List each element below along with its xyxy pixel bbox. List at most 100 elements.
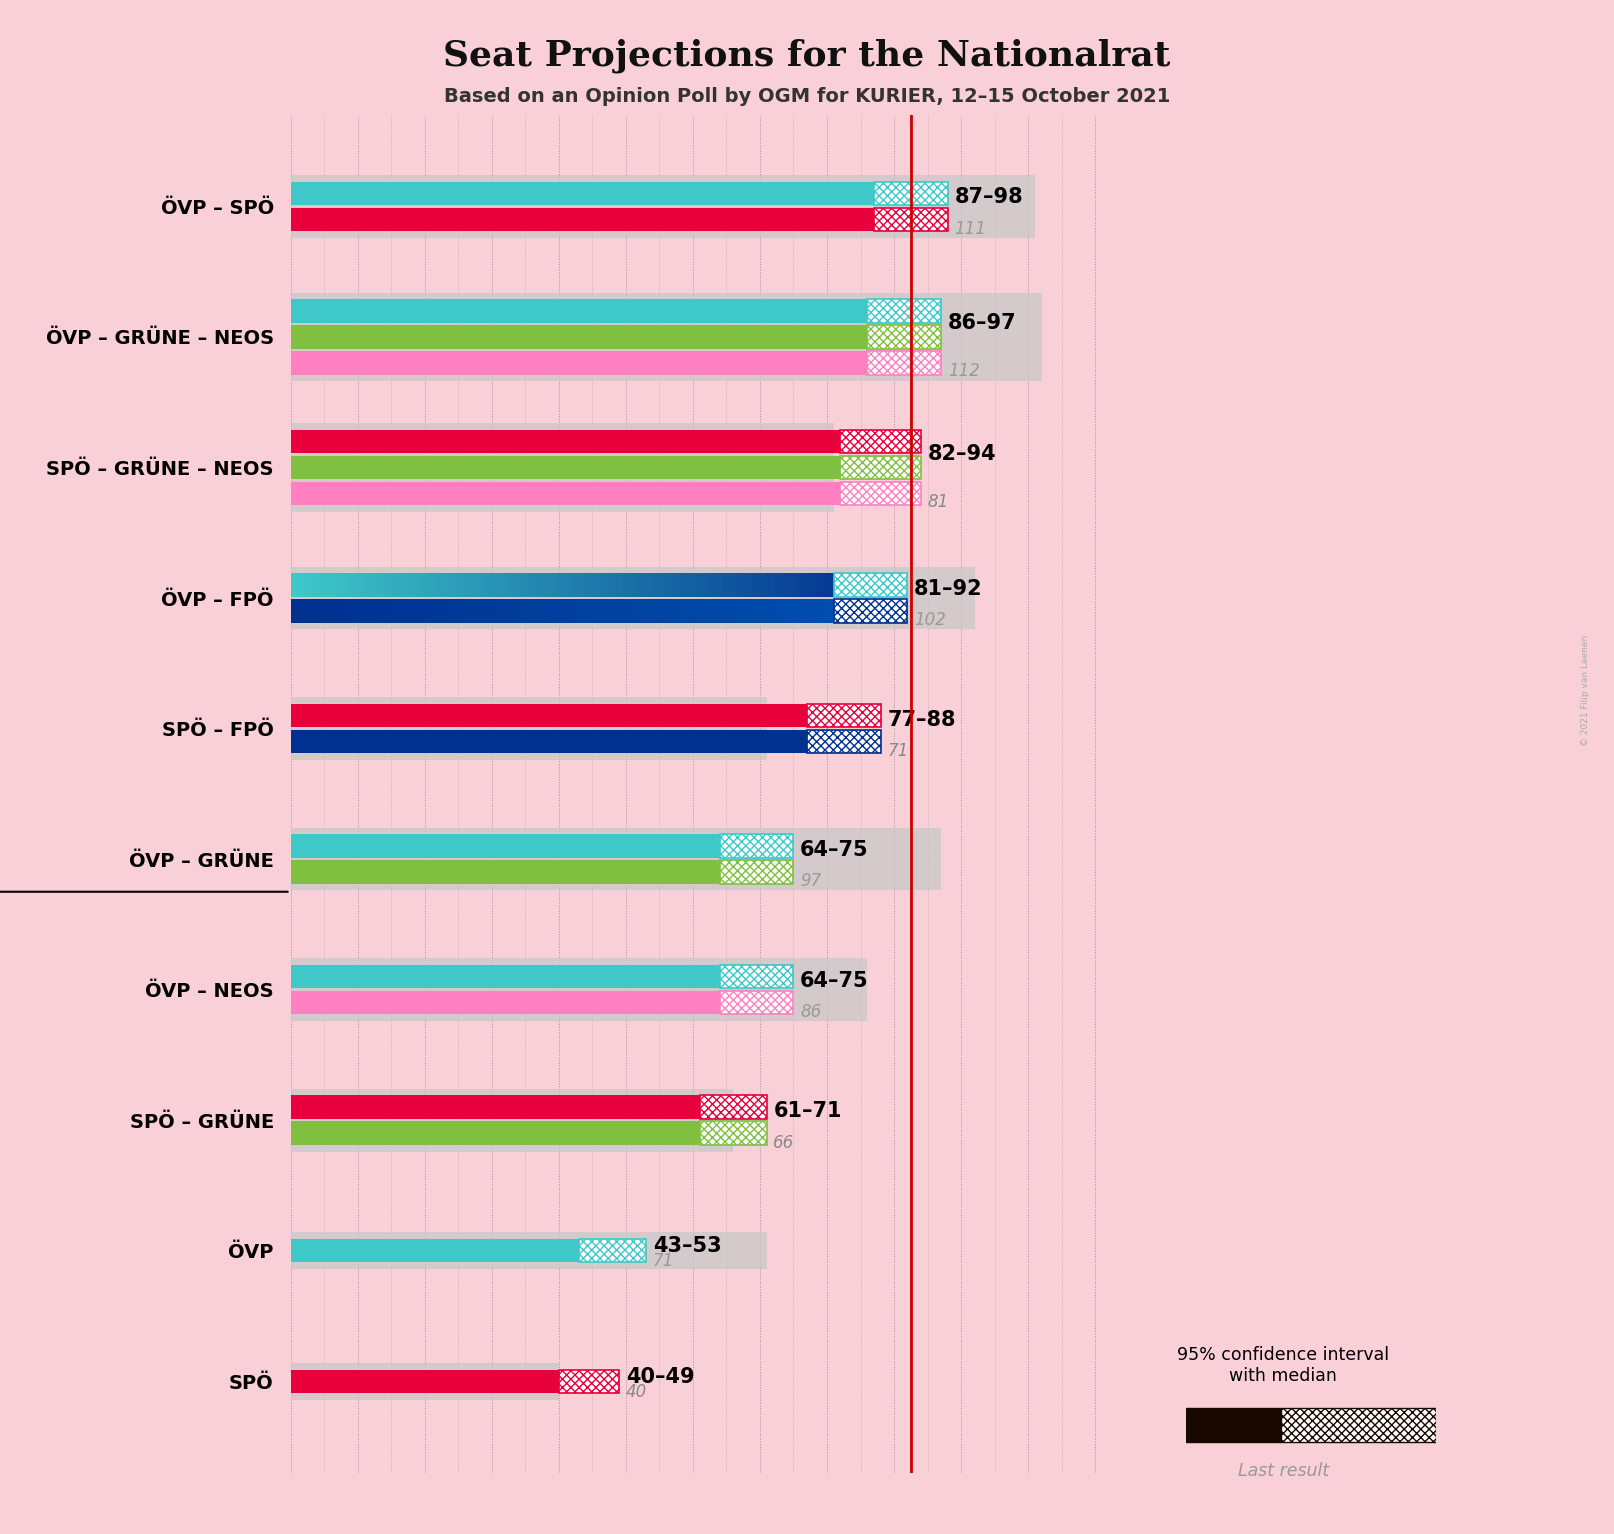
Bar bbox=[752, 574, 759, 597]
Bar bbox=[699, 1095, 767, 1118]
Bar bbox=[586, 600, 594, 623]
Bar bbox=[291, 566, 975, 629]
Bar bbox=[478, 600, 486, 623]
Bar bbox=[586, 574, 594, 597]
Bar bbox=[665, 600, 673, 623]
Bar bbox=[291, 482, 881, 505]
Bar bbox=[860, 574, 867, 597]
Bar bbox=[825, 600, 831, 623]
Bar bbox=[291, 600, 297, 623]
Bar bbox=[291, 175, 1035, 238]
Bar bbox=[867, 299, 941, 322]
Bar bbox=[673, 574, 679, 597]
Bar bbox=[370, 600, 378, 623]
Bar bbox=[513, 600, 521, 623]
Text: 77–88: 77–88 bbox=[888, 710, 955, 730]
Bar bbox=[608, 600, 615, 623]
Bar bbox=[831, 574, 838, 597]
Bar bbox=[834, 600, 907, 623]
Bar bbox=[644, 574, 650, 597]
Bar bbox=[428, 574, 434, 597]
Bar bbox=[767, 574, 773, 597]
Bar bbox=[565, 600, 571, 623]
Bar bbox=[744, 574, 752, 597]
Text: © 2021 Filip van Laenen: © 2021 Filip van Laenen bbox=[1580, 635, 1590, 746]
Bar bbox=[291, 1239, 612, 1262]
Bar bbox=[355, 600, 363, 623]
Bar bbox=[720, 834, 794, 858]
Text: 82–94: 82–94 bbox=[928, 443, 996, 463]
Bar bbox=[492, 600, 500, 623]
Bar bbox=[291, 207, 907, 232]
Bar bbox=[688, 600, 694, 623]
Text: 87–98: 87–98 bbox=[954, 187, 1023, 207]
Bar bbox=[841, 430, 922, 453]
Bar bbox=[349, 574, 355, 597]
Bar bbox=[528, 574, 536, 597]
Bar bbox=[636, 600, 644, 623]
Text: 64–75: 64–75 bbox=[801, 971, 868, 991]
Bar bbox=[579, 600, 586, 623]
Bar bbox=[500, 574, 507, 597]
Bar bbox=[521, 600, 528, 623]
Bar bbox=[413, 574, 420, 597]
Bar bbox=[320, 600, 326, 623]
Bar bbox=[334, 574, 341, 597]
Text: 95% confidence interval
with median: 95% confidence interval with median bbox=[1177, 1347, 1390, 1385]
Bar bbox=[542, 600, 550, 623]
Bar bbox=[442, 600, 449, 623]
Bar bbox=[449, 600, 457, 623]
Bar bbox=[781, 600, 788, 623]
Bar bbox=[773, 574, 781, 597]
Bar bbox=[542, 574, 550, 597]
Text: 102: 102 bbox=[914, 612, 946, 629]
Bar bbox=[723, 600, 730, 623]
Bar bbox=[326, 600, 334, 623]
Bar bbox=[796, 600, 802, 623]
Bar bbox=[702, 600, 709, 623]
Bar bbox=[644, 600, 650, 623]
Bar bbox=[457, 574, 463, 597]
Bar bbox=[600, 600, 608, 623]
Bar bbox=[650, 574, 659, 597]
Text: 43–53: 43–53 bbox=[652, 1236, 721, 1256]
Bar bbox=[608, 574, 615, 597]
Bar bbox=[615, 600, 621, 623]
Bar bbox=[730, 574, 738, 597]
Bar bbox=[291, 430, 881, 453]
Bar bbox=[694, 574, 702, 597]
Bar bbox=[297, 600, 305, 623]
Bar bbox=[600, 574, 608, 597]
Bar bbox=[759, 600, 767, 623]
Bar bbox=[802, 574, 810, 597]
Bar bbox=[831, 600, 838, 623]
Bar bbox=[500, 600, 507, 623]
Bar bbox=[384, 600, 392, 623]
Bar bbox=[471, 574, 478, 597]
Text: 66: 66 bbox=[773, 1134, 794, 1152]
Bar bbox=[788, 600, 796, 623]
Bar bbox=[399, 600, 405, 623]
Bar bbox=[334, 600, 341, 623]
Bar bbox=[615, 574, 621, 597]
Text: Based on an Opinion Poll by OGM for KURIER, 12–15 October 2021: Based on an Opinion Poll by OGM for KURI… bbox=[444, 87, 1170, 106]
Bar bbox=[457, 600, 463, 623]
Bar bbox=[349, 600, 355, 623]
Bar bbox=[399, 574, 405, 597]
Bar bbox=[363, 574, 370, 597]
Bar bbox=[528, 600, 536, 623]
Bar bbox=[810, 574, 817, 597]
Bar bbox=[723, 574, 730, 597]
Bar bbox=[291, 299, 901, 322]
Bar bbox=[738, 574, 744, 597]
Bar bbox=[507, 574, 513, 597]
Bar bbox=[838, 574, 846, 597]
Bar bbox=[291, 965, 754, 988]
Bar bbox=[392, 600, 399, 623]
Bar bbox=[442, 574, 449, 597]
Bar bbox=[867, 351, 941, 374]
Text: 97: 97 bbox=[801, 873, 822, 890]
Bar bbox=[717, 574, 723, 597]
Text: 81: 81 bbox=[928, 492, 949, 511]
Bar bbox=[291, 351, 901, 374]
